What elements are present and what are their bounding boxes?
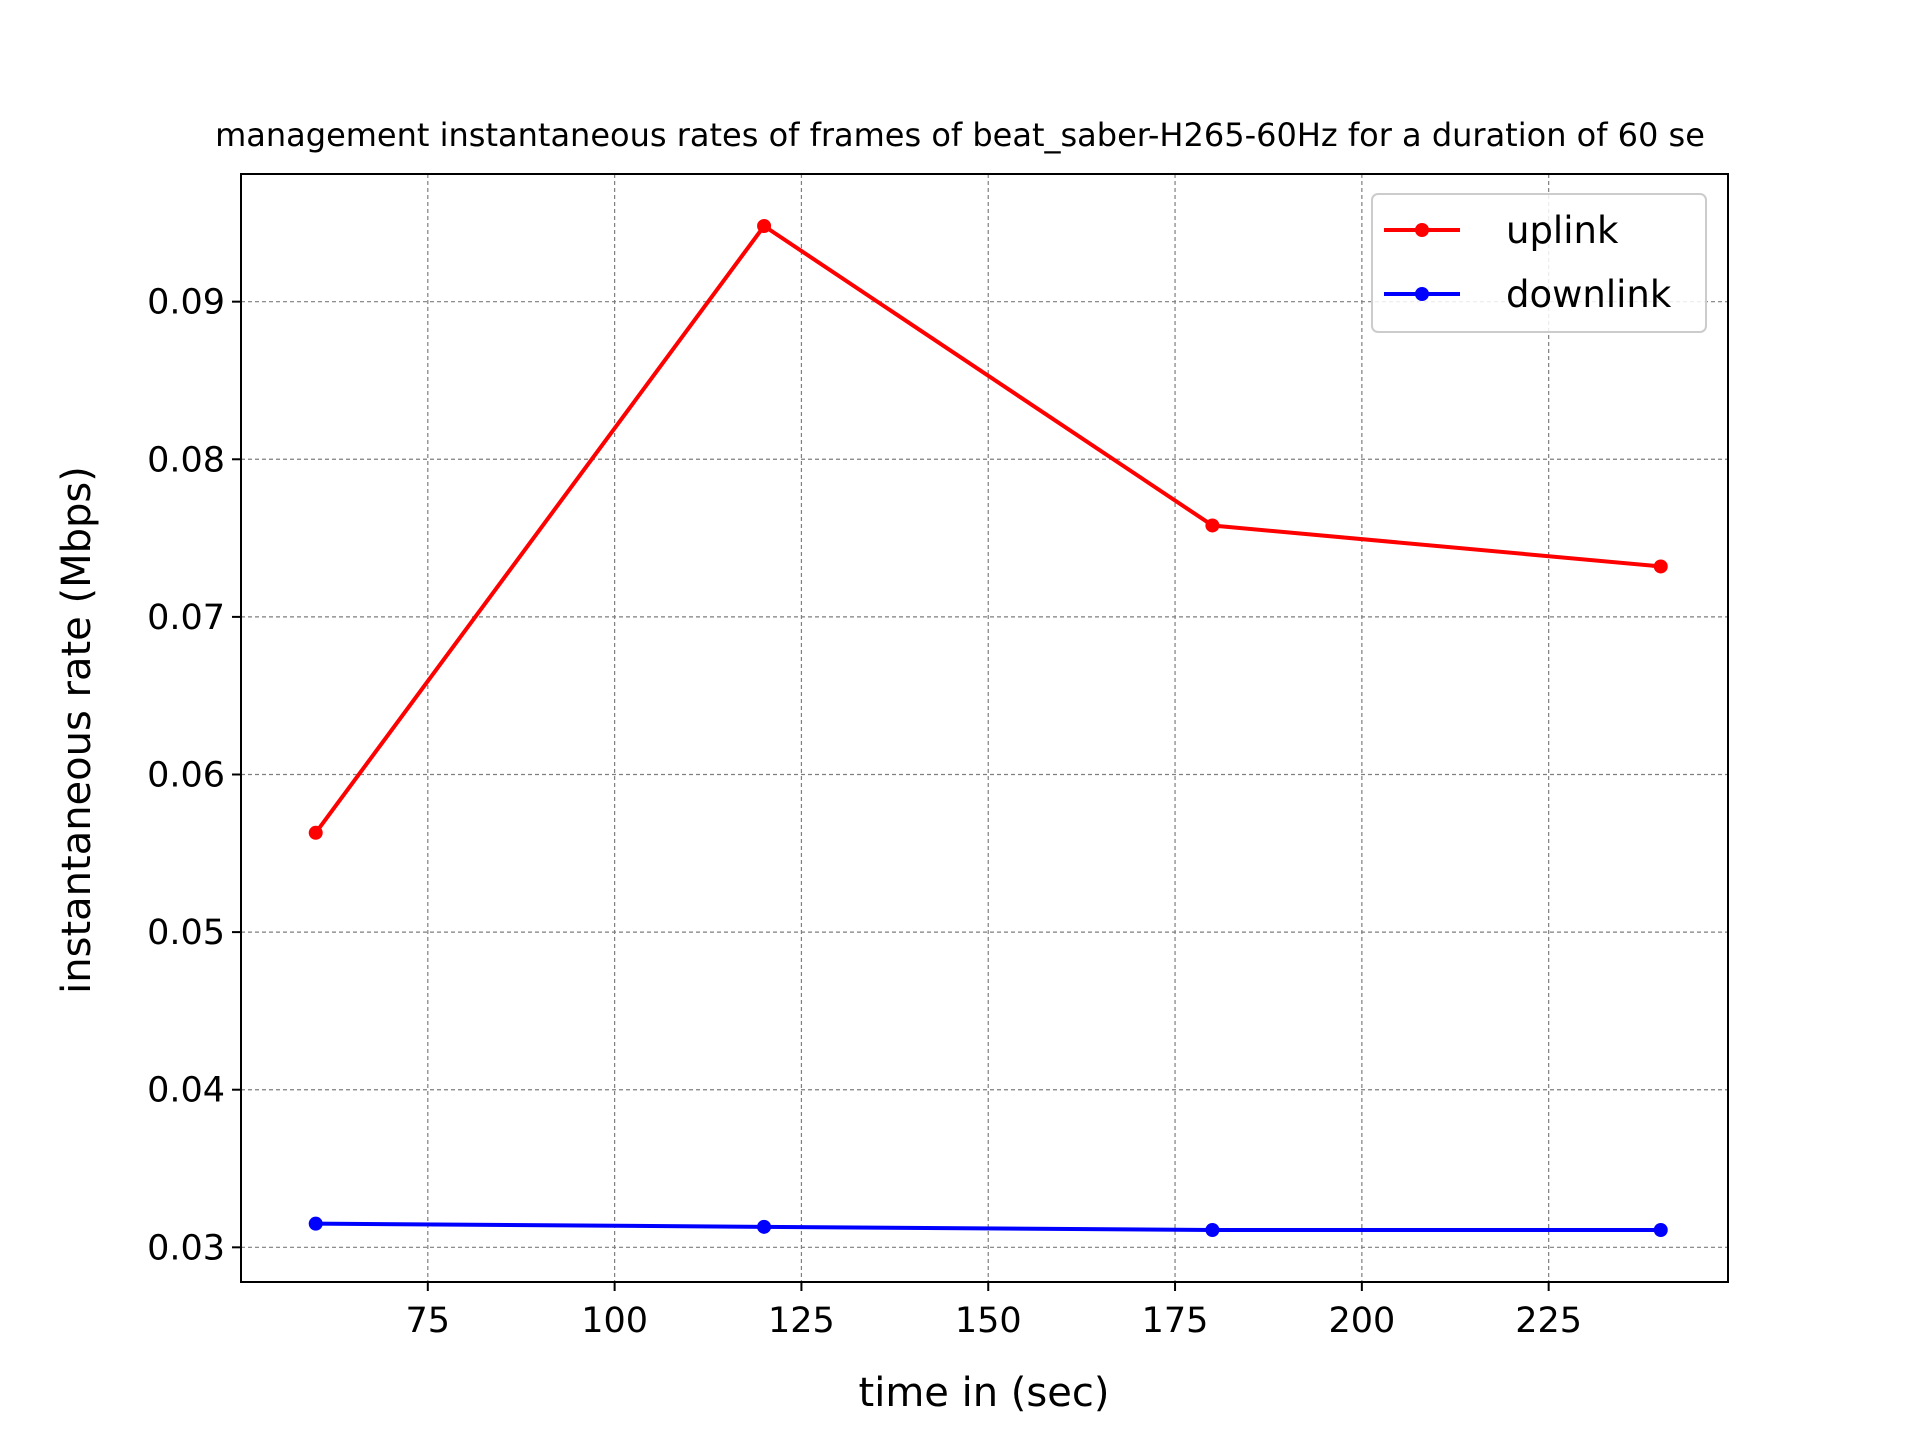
y-tick-label: 0.04 (147, 1071, 225, 1111)
plot-area-frame (240, 173, 1729, 1283)
y-tick-label: 0.08 (147, 440, 225, 480)
uplink-point (1205, 518, 1220, 533)
axis-ticks: 75 100 125 150 175 200 225 0.03 0.04 0.05 0.06 0.07… (147, 283, 1582, 1341)
legend-downlink-marker (1415, 287, 1429, 301)
x-tick-label: 100 (581, 1301, 648, 1341)
gridlines (241, 174, 1728, 1282)
uplink-point (1653, 559, 1668, 574)
series-lines (308, 219, 1668, 1237)
x-tick-label: 150 (955, 1301, 1022, 1341)
downlink-point (757, 1219, 772, 1234)
x-tick-label: 200 (1328, 1301, 1395, 1341)
x-tick-label: 125 (768, 1301, 835, 1341)
chart-title: management instantaneous rates of frames… (215, 116, 1705, 154)
legend-downlink-label: downlink (1506, 273, 1672, 316)
x-tick-label: 75 (406, 1301, 451, 1341)
uplink-line (314, 224, 1661, 834)
downlink-point (1653, 1222, 1668, 1237)
uplink-point (757, 219, 772, 234)
legend-uplink-label: uplink (1506, 209, 1619, 252)
legend-uplink-marker (1415, 223, 1429, 237)
uplink-point (308, 825, 323, 840)
y-tick-label: 0.06 (147, 755, 225, 795)
downlink-point (308, 1216, 323, 1231)
downlink-point (1205, 1222, 1220, 1237)
x-tick-label: 225 (1515, 1301, 1582, 1341)
legend: uplink downlink (1371, 193, 1707, 333)
y-tick-label: 0.07 (147, 598, 225, 638)
x-axis-label: time in (sec) (859, 1370, 1110, 1416)
y-tick-label: 0.05 (147, 913, 225, 953)
downlink-line (315, 1221, 1661, 1232)
x-tick-label: 175 (1142, 1301, 1209, 1341)
y-axis-label: instantaneous rate (Mbps) (54, 466, 100, 994)
y-tick-label: 0.03 (147, 1228, 225, 1268)
y-tick-label: 0.09 (147, 283, 225, 323)
